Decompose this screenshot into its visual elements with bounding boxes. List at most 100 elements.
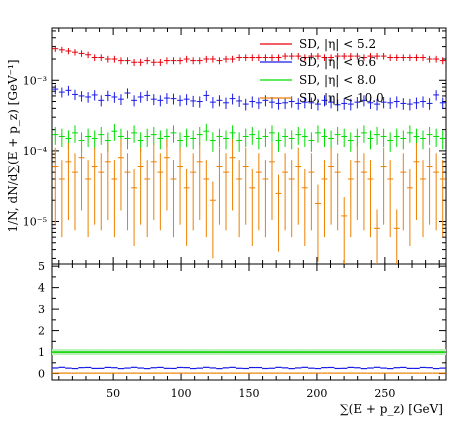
data-point	[58, 160, 65, 238]
data-point	[275, 174, 282, 252]
data-point	[295, 52, 302, 60]
data-point	[255, 97, 262, 110]
data-point	[367, 130, 374, 150]
y-axis-title: 1/N, dN/d∑(E + p_z) [GeV⁻¹]	[6, 60, 20, 233]
data-point	[308, 52, 315, 60]
data-point	[216, 57, 223, 65]
data-point	[91, 147, 98, 225]
data-point	[380, 128, 387, 148]
data-point	[163, 57, 170, 65]
data-point	[236, 95, 243, 108]
data-point	[78, 50, 85, 57]
data-point	[374, 98, 381, 111]
legend: SD, |η| < 5.2 SD, |η| < 6.6 SD, |η| < 8.0 S…	[260, 37, 384, 105]
data-point	[282, 52, 289, 60]
data-point	[104, 90, 111, 102]
data-point	[288, 130, 295, 150]
data-point	[85, 92, 92, 103]
data-point	[308, 153, 315, 231]
data-point	[282, 153, 289, 231]
data-point	[439, 160, 446, 238]
data-point	[131, 168, 138, 246]
data-point	[131, 95, 138, 107]
data-point	[98, 95, 105, 107]
data-point	[328, 96, 335, 109]
ratio-y-tick-label: 2	[38, 325, 45, 338]
data-point	[177, 95, 184, 107]
data-point	[426, 98, 433, 110]
data-point	[249, 54, 256, 62]
data-point	[85, 160, 92, 238]
data-point	[374, 126, 381, 145]
data-point	[393, 209, 400, 264]
data-point	[413, 142, 420, 220]
data-point	[308, 97, 315, 110]
data-point	[269, 96, 275, 109]
data-point	[400, 130, 407, 150]
ratio-y-tick-label: 3	[38, 303, 45, 316]
ratio-y-tick-label: 0	[38, 368, 45, 381]
data-point	[131, 58, 138, 66]
data-point	[308, 132, 315, 152]
data-point	[262, 54, 269, 62]
data-point	[58, 87, 65, 98]
data-point	[111, 160, 118, 238]
series-0	[52, 45, 446, 66]
ratio-y-tick-label: 4	[38, 282, 45, 295]
data-point	[111, 92, 118, 103]
legend-item: SD, |η| < 8.0	[260, 73, 376, 87]
data-point	[387, 160, 394, 238]
data-point	[275, 54, 282, 62]
data-point	[321, 95, 328, 107]
data-point	[314, 125, 321, 143]
data-point	[269, 142, 275, 220]
data-point	[150, 126, 157, 145]
data-point	[367, 97, 374, 110]
data-point	[117, 94, 124, 106]
data-point	[334, 126, 341, 145]
data-point	[144, 128, 151, 148]
data-point	[65, 85, 72, 96]
data-point	[242, 147, 249, 225]
ratio-panel-frame	[51, 263, 447, 381]
data-point	[72, 49, 78, 56]
data-point	[393, 54, 400, 62]
data-point	[334, 52, 341, 60]
data-point	[347, 132, 354, 152]
data-point	[439, 97, 446, 110]
data-point	[72, 153, 78, 231]
data-point	[295, 147, 302, 225]
data-point	[52, 126, 59, 145]
ratio-data-points	[52, 351, 446, 374]
data-point	[157, 95, 164, 107]
data-point	[216, 147, 223, 225]
data-point	[58, 128, 65, 148]
data-point	[72, 89, 78, 101]
data-point	[111, 55, 118, 63]
data-point	[288, 160, 295, 238]
data-point	[223, 55, 229, 63]
data-point	[282, 128, 289, 148]
data-point	[341, 52, 348, 60]
y-tick-label: 10⁻⁴	[23, 145, 48, 158]
data-point	[360, 95, 367, 107]
data-point	[150, 58, 157, 66]
data-point	[157, 58, 164, 66]
ratio-y-tick-label: 1	[38, 346, 45, 359]
data-point	[334, 99, 341, 112]
data-point	[98, 126, 105, 145]
data-point	[413, 97, 420, 110]
data-point	[229, 139, 236, 211]
data-point	[413, 54, 420, 62]
data-point	[374, 209, 381, 264]
data-point	[420, 96, 426, 108]
data-point	[117, 139, 124, 211]
data-point	[137, 147, 144, 225]
data-point	[203, 55, 210, 63]
ratio-y-tick-label: 5	[38, 260, 45, 273]
data-point	[91, 54, 98, 62]
data-point	[223, 153, 229, 231]
data-point	[229, 93, 236, 105]
data-point	[387, 132, 394, 152]
